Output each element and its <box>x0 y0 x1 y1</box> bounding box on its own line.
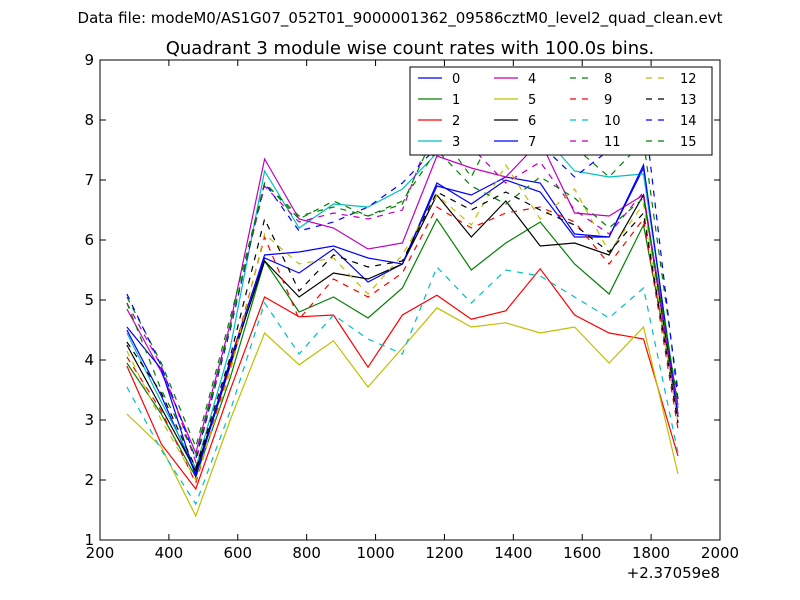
series-line-12 <box>126 163 679 482</box>
series-line-5 <box>126 307 679 518</box>
x-tick-label: 1200 <box>425 544 463 562</box>
x-tick-label: 400 <box>155 544 184 562</box>
y-tick-label: 7 <box>84 171 94 189</box>
x-offset-label: +2.37059e8 <box>627 564 720 582</box>
legend-label-3: 3 <box>452 135 460 150</box>
x-tick-label: 1400 <box>494 544 532 562</box>
legend-label-6: 6 <box>528 114 536 129</box>
series-line-15 <box>126 149 679 458</box>
legend-label-14: 14 <box>680 114 697 129</box>
series-line-10 <box>126 265 679 506</box>
legend-label-13: 13 <box>680 93 697 108</box>
y-tick-label: 2 <box>84 471 94 489</box>
legend-label-4: 4 <box>528 72 536 87</box>
legend-label-8: 8 <box>604 72 612 87</box>
series-line-13 <box>126 191 679 470</box>
x-tick-label: 200 <box>86 544 115 562</box>
legend-label-2: 2 <box>452 114 460 129</box>
series-line-2 <box>126 267 679 491</box>
series-line-9 <box>126 206 679 485</box>
x-tick-label: 1000 <box>356 544 394 562</box>
legend-label-5: 5 <box>528 93 536 108</box>
y-tick-label: 4 <box>84 351 94 369</box>
y-tick-label: 5 <box>84 291 94 309</box>
series-line-7 <box>126 162 679 480</box>
x-tick-label: 1600 <box>563 544 601 562</box>
legend-label-9: 9 <box>604 93 612 108</box>
series-line-4 <box>126 139 679 455</box>
legend-label-7: 7 <box>528 135 536 150</box>
legend-label-1: 1 <box>452 93 460 108</box>
series-line-14 <box>126 103 679 461</box>
legend-label-15: 15 <box>680 135 697 150</box>
x-tick-label: 1800 <box>632 544 670 562</box>
series-line-11 <box>126 115 679 465</box>
chart-title: Quadrant 3 module wise count rates with … <box>166 38 655 59</box>
y-tick-label: 3 <box>84 411 94 429</box>
series-line-3 <box>126 128 679 470</box>
x-tick-label: 600 <box>223 544 252 562</box>
y-tick-label: 9 <box>84 51 94 69</box>
x-tick-label: 2000 <box>701 544 739 562</box>
series-layer <box>126 103 679 518</box>
series-line-1 <box>126 217 679 479</box>
series-line-8 <box>126 106 679 449</box>
chart-suptitle: Data file: modeM0/AS1G07_052T01_90000013… <box>78 9 723 28</box>
legend-label-12: 12 <box>680 72 697 87</box>
axis-layer: 200 400 600 800 1000 1200 1400 1600 1800 20001234… <box>84 51 739 562</box>
y-tick-label: 8 <box>84 111 94 129</box>
y-tick-label: 6 <box>84 231 94 249</box>
legend-frame <box>409 66 713 156</box>
legend-label-10: 10 <box>604 114 621 129</box>
x-tick-label: 800 <box>292 544 321 562</box>
y-tick-label: 1 <box>84 531 94 549</box>
legend-label-11: 11 <box>604 135 621 150</box>
legend-label-0: 0 <box>452 72 460 87</box>
